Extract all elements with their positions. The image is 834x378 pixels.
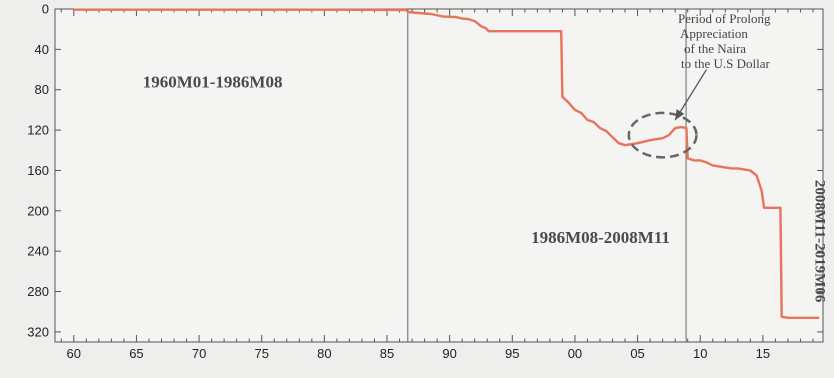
x-tick-label: 90 [442, 346, 456, 361]
y-tick-label: 200 [27, 203, 49, 218]
y-axis-tick-labels: 0 40 80 120 160 200 240 280 320 [27, 2, 49, 340]
x-axis-tick-labels: 60 65 70 75 80 85 90 95 00 05 10 15 [67, 346, 771, 361]
period-label-2008-2019: 2008M11-2019M06 [811, 180, 827, 303]
period-dividers [407, 9, 687, 342]
y-tick-label: 80 [35, 82, 49, 97]
y-tick-label: 40 [35, 42, 49, 57]
axis-ticks [55, 8, 823, 342]
appreciation-highlight-circle [627, 111, 698, 159]
y-tick-label: 320 [27, 324, 49, 339]
y-tick-label: 240 [27, 244, 49, 259]
annotation-line-3: of the Naira [684, 41, 746, 56]
x-tick-label: 65 [129, 346, 143, 361]
y-tick-label: 120 [27, 123, 49, 138]
appreciation-annotation: Period of Prolong Appreciation of the Na… [627, 11, 774, 159]
annotation-line-1: Period of Prolong [678, 11, 771, 26]
x-tick-label: 15 [756, 346, 770, 361]
period-label-1960-1986: 1960M01-1986M08 [143, 73, 283, 92]
x-tick-label: 60 [67, 346, 81, 361]
y-tick-label: 160 [27, 163, 49, 178]
annotation-arrowhead [675, 109, 685, 120]
x-tick-label: 95 [505, 346, 519, 361]
annotation-text: Period of Prolong Appreciation of the Na… [678, 11, 774, 71]
annotation-line-4: to the U.S Dollar [681, 56, 770, 71]
x-tick-label: 00 [568, 346, 582, 361]
x-tick-label: 70 [192, 346, 206, 361]
y-tick-label: 280 [27, 284, 49, 299]
x-tick-label: 75 [254, 346, 268, 361]
exchange-rate-series-line [73, 8, 820, 319]
annotation-line-2: Appreciation [680, 26, 748, 41]
x-tick-label: 10 [693, 346, 707, 361]
x-tick-label: 80 [317, 346, 331, 361]
x-tick-label: 85 [380, 346, 394, 361]
y-tick-label: 0 [42, 2, 49, 17]
plot-area [54, 8, 824, 343]
period-label-1986-2008: 1986M08-2008M11 [531, 228, 670, 247]
x-tick-label: 05 [630, 346, 644, 361]
